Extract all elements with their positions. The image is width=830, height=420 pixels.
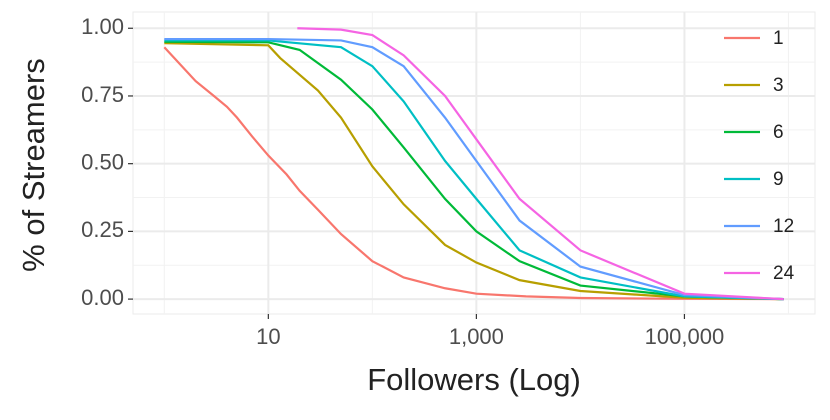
legend-label: 9 bbox=[773, 169, 784, 190]
line-series bbox=[164, 42, 784, 301]
line-series bbox=[164, 40, 784, 301]
y-axis-title: % of Streamers bbox=[16, 58, 51, 272]
legend-label: 24 bbox=[773, 263, 795, 284]
legend-label: 6 bbox=[773, 122, 784, 143]
y-tick-label: 1.00 bbox=[81, 14, 124, 39]
y-tick-label: 0.00 bbox=[81, 285, 124, 310]
grid bbox=[133, 12, 815, 314]
legend-label: 3 bbox=[773, 75, 784, 96]
y-tick-label: 0.75 bbox=[81, 82, 124, 107]
line-series bbox=[163, 46, 784, 301]
x-tick-label: 100,000 bbox=[645, 324, 725, 349]
line-series bbox=[164, 39, 784, 301]
line-series bbox=[164, 37, 784, 301]
x-axis-title: Followers (Log) bbox=[367, 362, 581, 397]
legend-label: 12 bbox=[773, 216, 794, 237]
y-tick-label: 0.50 bbox=[81, 149, 124, 174]
x-tick-label: 1,000 bbox=[449, 324, 504, 349]
line-series bbox=[297, 27, 784, 301]
legend-label: 1 bbox=[773, 28, 784, 49]
x-tick-label: 10 bbox=[256, 324, 280, 349]
y-tick-label: 0.25 bbox=[81, 217, 124, 242]
